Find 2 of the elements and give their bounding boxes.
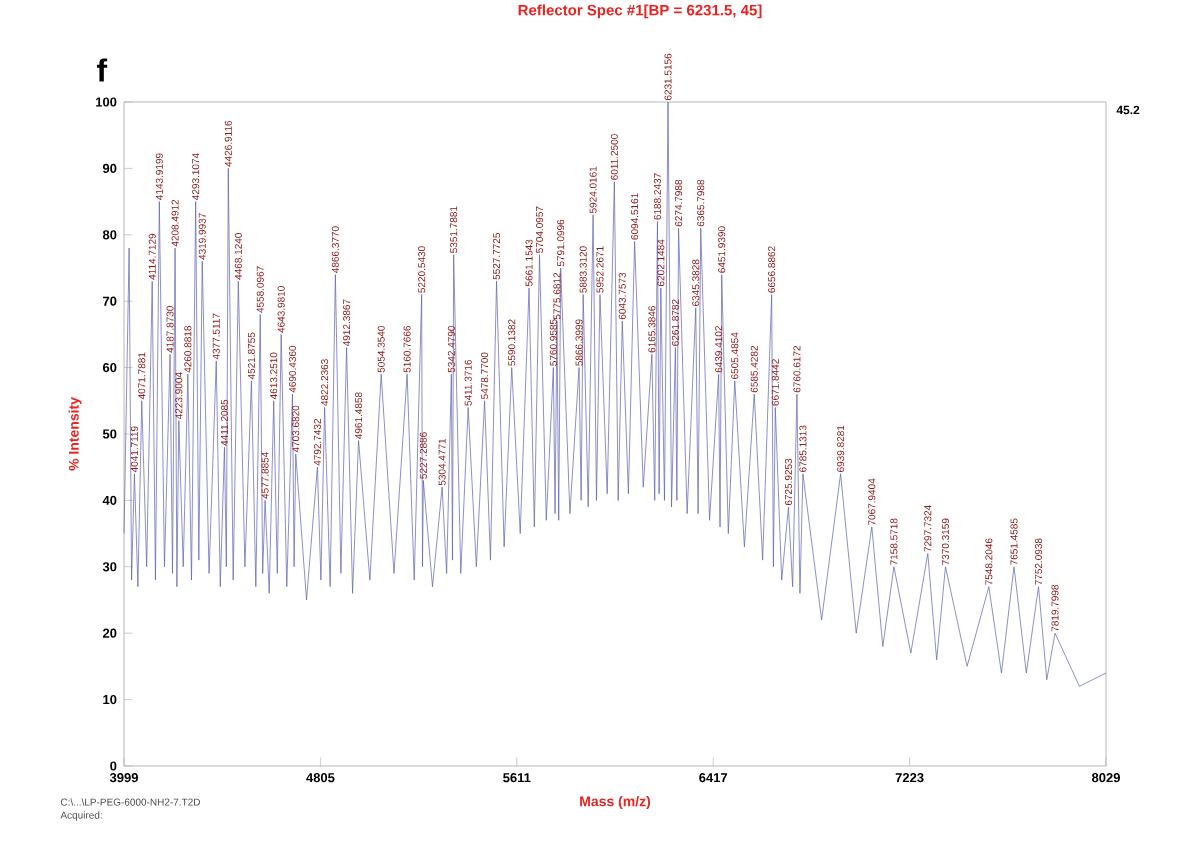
text: f — [96, 58, 108, 82]
line-series — [123, 101, 1107, 687]
